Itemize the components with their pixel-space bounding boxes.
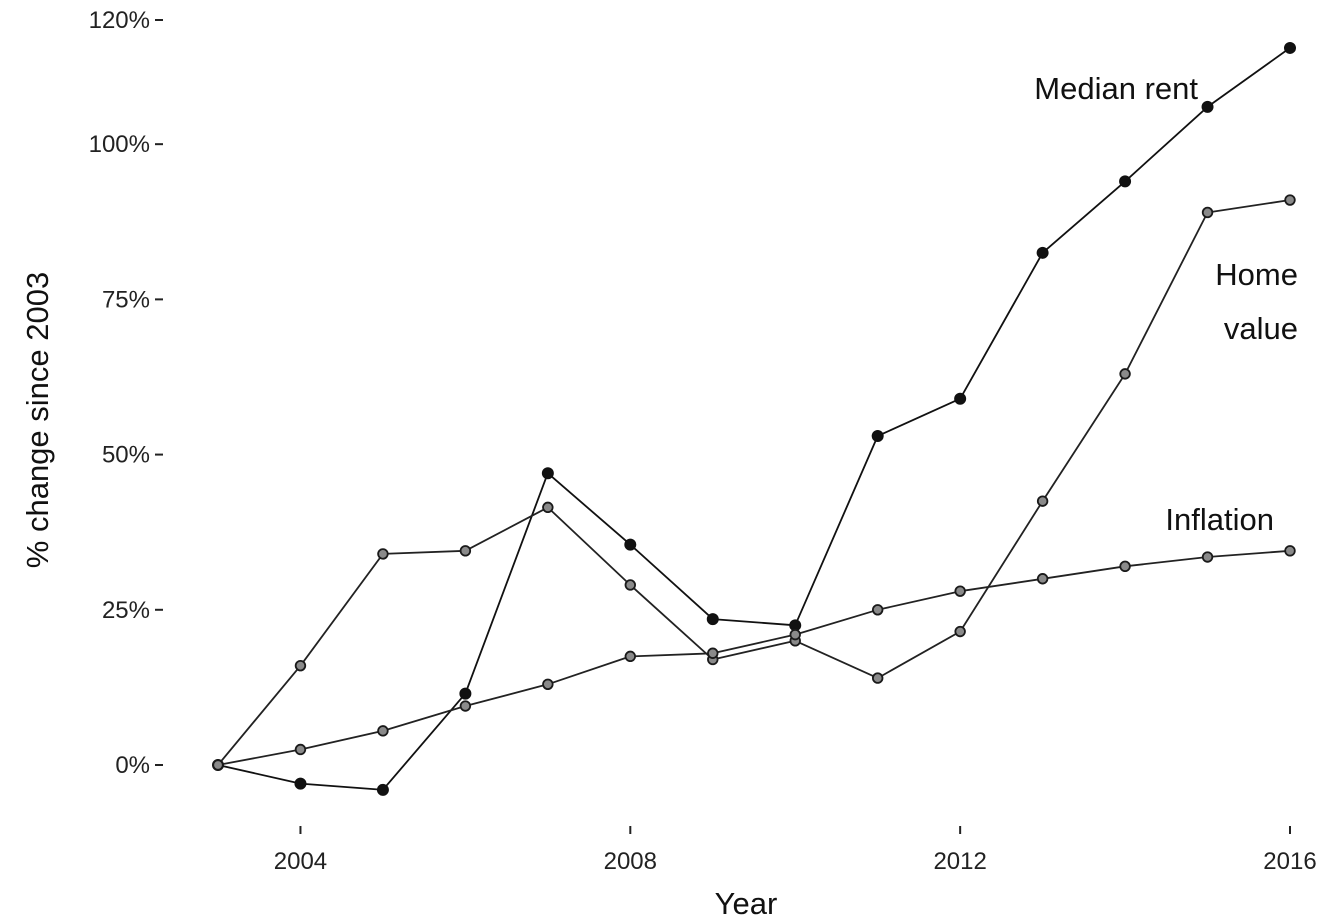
data-point-median-rent <box>541 467 554 480</box>
data-point-inflation <box>1119 560 1131 573</box>
data-point-median-rent <box>706 613 719 626</box>
y-tick-label: 0% <box>115 752 150 779</box>
data-point-median-rent <box>294 777 307 790</box>
data-point-inflation <box>1201 551 1214 563</box>
y-tick-label: 100% <box>89 131 150 158</box>
series-line-median-rent <box>217 47 1291 791</box>
series-line-home-value <box>217 199 1291 766</box>
x-axis: 2004 2008 2012 2016 <box>274 826 1317 875</box>
data-point-inflation <box>707 647 719 659</box>
data-point-home-value <box>1201 206 1214 219</box>
data-point-median-rent <box>624 538 637 551</box>
data-point-inflation <box>542 678 554 690</box>
data-point-median-rent <box>459 687 472 700</box>
data-point-inflation <box>624 650 637 663</box>
data-point-inflation <box>377 725 389 737</box>
data-point-median-rent <box>376 783 389 796</box>
data-point-inflation <box>459 700 472 712</box>
series-label-home-value: value <box>1224 311 1298 346</box>
series-label-home-value: Home <box>1215 257 1298 292</box>
series-label-inflation: Inflation <box>1165 502 1274 537</box>
series-inflation <box>212 545 1296 771</box>
y-tick-label: 50% <box>102 442 150 469</box>
data-point-median-rent <box>954 392 967 405</box>
data-point-home-value <box>294 659 307 672</box>
series-median-rent <box>212 41 1296 796</box>
data-point-home-value <box>542 501 554 514</box>
x-tick-label: 2008 <box>604 848 657 875</box>
y-tick-label: 75% <box>102 286 150 313</box>
data-point-home-value <box>954 625 966 638</box>
series-layer <box>212 41 1296 796</box>
data-point-median-rent <box>1036 246 1049 259</box>
x-axis-title: Year <box>715 886 778 920</box>
data-point-inflation <box>954 585 966 597</box>
y-axis-title: % change since 2003 <box>20 272 55 568</box>
series-label-median-rent: Median rent <box>1034 71 1198 106</box>
data-point-median-rent <box>1119 175 1132 188</box>
data-point-home-value <box>1284 194 1296 206</box>
series-label-layer: Median rent Home value Inflation <box>1034 71 1298 537</box>
data-point-inflation <box>871 604 884 616</box>
data-point-home-value <box>624 579 637 591</box>
series-home-value <box>212 194 1296 771</box>
data-point-median-rent <box>871 429 884 442</box>
data-point-inflation <box>1284 545 1296 557</box>
data-point-home-value <box>377 548 389 560</box>
data-point-home-value <box>1119 368 1131 380</box>
y-tick-label: 25% <box>102 597 150 624</box>
data-point-home-value <box>459 545 472 557</box>
series-line-inflation <box>217 549 1291 766</box>
y-axis: 0% 25% 50% 75% 100% 120% <box>89 7 163 779</box>
data-point-inflation <box>1036 573 1049 585</box>
data-point-inflation <box>789 628 801 641</box>
data-point-inflation <box>212 759 224 771</box>
x-tick-label: 2012 <box>933 848 986 875</box>
x-tick-label: 2004 <box>274 848 327 875</box>
data-point-home-value <box>1036 495 1049 507</box>
y-tick-label: 120% <box>89 7 150 34</box>
data-point-median-rent <box>1284 41 1296 54</box>
data-point-home-value <box>871 672 884 684</box>
data-point-inflation <box>294 743 307 756</box>
x-tick-label: 2016 <box>1263 848 1316 875</box>
data-point-median-rent <box>1201 100 1214 113</box>
